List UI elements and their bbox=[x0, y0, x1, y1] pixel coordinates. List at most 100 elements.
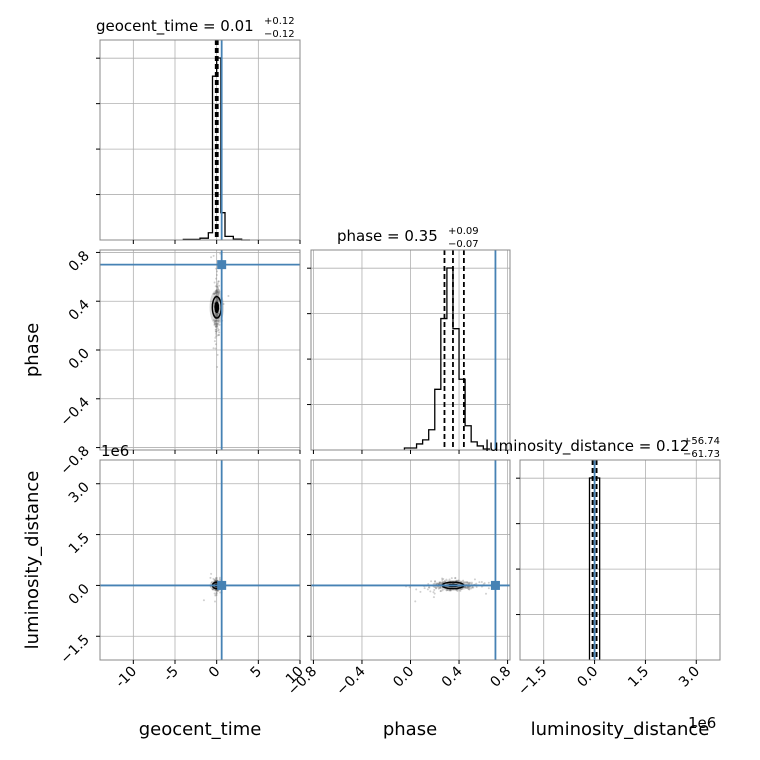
sample-point bbox=[217, 590, 220, 593]
sample-point bbox=[213, 292, 216, 295]
sample-point bbox=[215, 297, 218, 300]
sample-point bbox=[443, 580, 446, 583]
sample-point bbox=[478, 581, 481, 584]
sample-point bbox=[216, 325, 219, 328]
sample-point bbox=[214, 579, 217, 582]
sample-point bbox=[432, 596, 435, 599]
sample-point bbox=[214, 577, 217, 580]
sample-point bbox=[215, 577, 218, 580]
sample-point bbox=[212, 292, 215, 295]
sample-point bbox=[464, 586, 467, 589]
sample-point bbox=[457, 579, 460, 582]
sample-point bbox=[214, 319, 217, 322]
sample-point bbox=[216, 285, 219, 288]
sample-point bbox=[215, 290, 218, 293]
sample-point bbox=[215, 324, 218, 327]
sample-point bbox=[428, 586, 431, 589]
sample-point bbox=[466, 581, 469, 584]
sample-point bbox=[217, 320, 220, 323]
sample-point bbox=[216, 286, 219, 289]
sample-point bbox=[468, 587, 471, 590]
svg-text:+0.12: +0.12 bbox=[264, 16, 295, 27]
sample-point bbox=[215, 330, 218, 333]
sample-point bbox=[218, 578, 221, 581]
sample-point bbox=[214, 292, 217, 295]
sample-point bbox=[433, 586, 436, 589]
x-axis-label-geocent-time: geocent_time bbox=[139, 719, 262, 740]
sample-point bbox=[215, 313, 218, 316]
sample-point bbox=[213, 340, 216, 343]
sample-point bbox=[480, 580, 483, 583]
sample-point bbox=[215, 330, 218, 333]
sample-point bbox=[454, 577, 457, 580]
sample-point bbox=[216, 291, 219, 294]
sample-point bbox=[468, 585, 471, 588]
sample-point bbox=[438, 581, 441, 584]
sample-point bbox=[448, 578, 451, 581]
sample-point bbox=[214, 343, 217, 346]
sample-point bbox=[218, 290, 221, 293]
sample-point bbox=[216, 288, 219, 291]
sample-point bbox=[447, 589, 450, 592]
sample-point bbox=[487, 581, 490, 584]
sample-point bbox=[430, 580, 433, 583]
x-tick-label-geocent_time-0: -10 bbox=[113, 664, 140, 691]
sample-point bbox=[473, 578, 476, 581]
sample-point bbox=[214, 578, 217, 581]
sample-point bbox=[216, 298, 219, 301]
sample-point bbox=[468, 586, 471, 589]
sample-point bbox=[216, 290, 219, 293]
sample-point bbox=[468, 581, 471, 584]
sample-point bbox=[459, 589, 462, 592]
y-tick-label-luminosity_distance-1: 0.0 bbox=[66, 581, 93, 608]
sample-point bbox=[215, 315, 218, 318]
title-luminosity-distance: luminosity_distance = 0.12 +56.74 −61.73 bbox=[485, 436, 720, 460]
sample-point bbox=[435, 586, 438, 589]
sample-point bbox=[215, 267, 218, 270]
sample-point bbox=[214, 321, 217, 324]
sample-point bbox=[213, 320, 216, 323]
sample-point bbox=[210, 572, 213, 575]
sample-point bbox=[450, 577, 453, 580]
sample-point bbox=[212, 577, 215, 580]
sample-point bbox=[433, 592, 436, 595]
y-tick-label-luminosity_distance-0: −1.5 bbox=[57, 632, 92, 667]
sample-point bbox=[215, 289, 218, 292]
sample-point bbox=[216, 290, 219, 293]
sample-point bbox=[215, 289, 218, 292]
sample-point bbox=[216, 323, 219, 326]
x-tick-label-phase-1: −0.4 bbox=[333, 663, 368, 698]
title-phase: phase = 0.35 +0.09 −0.07 bbox=[337, 226, 479, 250]
sample-point bbox=[213, 323, 216, 326]
sample-point bbox=[433, 582, 436, 585]
sample-point bbox=[215, 589, 218, 592]
sample-point bbox=[415, 588, 418, 591]
sample-point bbox=[216, 327, 219, 330]
sample-point bbox=[213, 292, 216, 295]
sample-point bbox=[214, 291, 217, 294]
sample-point bbox=[215, 594, 218, 597]
sample-point bbox=[214, 589, 217, 592]
sample-point bbox=[216, 334, 219, 337]
sample-point bbox=[218, 323, 221, 326]
sample-point bbox=[487, 587, 490, 590]
sample-point bbox=[215, 313, 218, 316]
sample-point bbox=[214, 335, 217, 338]
sample-point bbox=[214, 319, 217, 322]
sample-point bbox=[216, 319, 219, 322]
sample-point bbox=[217, 312, 220, 315]
sample-point bbox=[218, 284, 221, 287]
x-offset-label: 1e6 bbox=[688, 714, 716, 732]
sample-point bbox=[218, 576, 221, 579]
sample-point bbox=[423, 587, 426, 590]
sample-point bbox=[214, 325, 217, 328]
sample-point bbox=[441, 589, 444, 592]
x-tick-label-phase-4: 0.8 bbox=[487, 664, 514, 691]
truth-marker bbox=[217, 260, 227, 270]
sample-point bbox=[215, 319, 218, 322]
sample-point bbox=[213, 323, 216, 326]
sample-point bbox=[465, 586, 468, 589]
x-tick-label-luminosity_distance-2: 1.5 bbox=[625, 664, 652, 691]
sample-point bbox=[214, 579, 217, 582]
sample-point bbox=[448, 589, 451, 592]
